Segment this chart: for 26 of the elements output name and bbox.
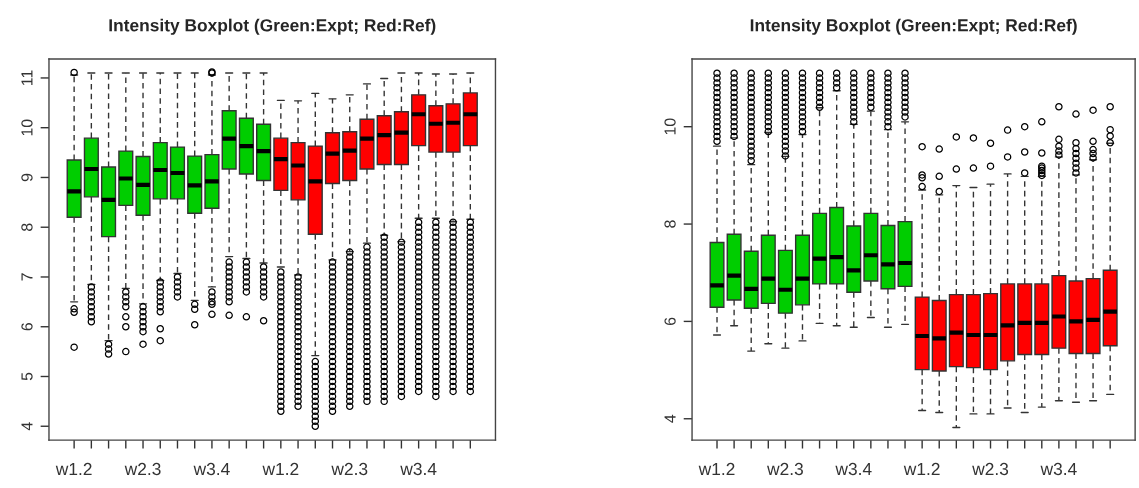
- x-tick-label: w3.4: [1040, 462, 1077, 476]
- y-tick-label: 6: [21, 322, 33, 331]
- chart-title: Intensity Boxplot (Green:Expt; Red:Ref): [109, 18, 436, 35]
- y-tick-label: 8: [664, 220, 676, 228]
- x-tick-label: w2.3: [124, 462, 161, 476]
- y-tick-label: 11: [21, 70, 33, 86]
- y-tick-label: 10: [664, 118, 676, 135]
- y-tick-label: 6: [664, 317, 676, 326]
- x-tick-label: w2.3: [331, 462, 368, 476]
- x-tick-label: w3.4: [193, 462, 230, 476]
- x-tick-label: w1.2: [903, 462, 940, 475]
- x-tick-label: w3.4: [400, 462, 437, 476]
- y-tick-label: 7: [21, 273, 33, 281]
- y-tick-label: 10: [21, 119, 33, 136]
- x-tick-label: w1.2: [55, 462, 92, 475]
- x-tick-label: w1.2: [262, 462, 299, 475]
- x-tick-label: w2.3: [972, 462, 1009, 476]
- y-tick-label: 4: [21, 422, 33, 431]
- x-tick-label: w2.3: [767, 462, 803, 476]
- x-tick-label: w3.4: [835, 462, 872, 476]
- y-tick-label: 4: [664, 414, 676, 423]
- y-tick-label: 5: [21, 372, 33, 381]
- y-tick-label: 8: [21, 223, 33, 231]
- y-tick-label: 9: [21, 173, 33, 182]
- chart-title: Intensity Boxplot (Green:Expt; Red:Ref): [750, 18, 1077, 35]
- x-tick-label: w1.2: [698, 462, 735, 475]
